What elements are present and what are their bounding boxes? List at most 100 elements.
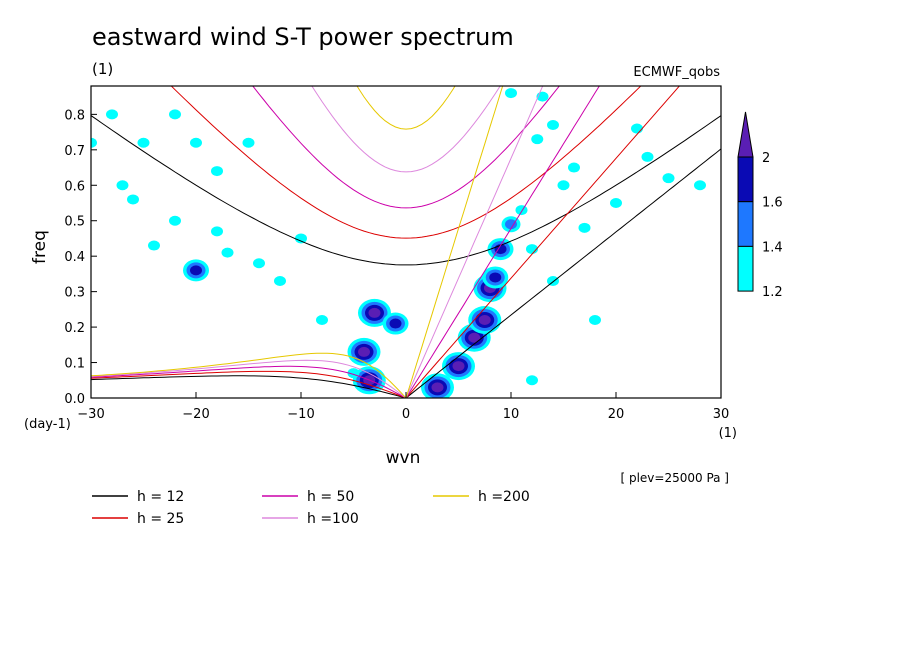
y-unit-label: (day-1) bbox=[24, 417, 71, 432]
contour-blob bbox=[694, 180, 706, 191]
x-tick-label: 20 bbox=[608, 407, 625, 422]
contour-blob bbox=[316, 315, 328, 325]
rossby-curve bbox=[91, 370, 407, 398]
contour-blob bbox=[568, 162, 580, 173]
y-tick-label: 0.1 bbox=[64, 357, 85, 372]
x-tick-label: −20 bbox=[182, 407, 209, 422]
y-tick-label: 0.7 bbox=[64, 144, 85, 159]
colorbar-segment bbox=[737, 156, 754, 203]
legend-label: h = 25 bbox=[137, 511, 184, 527]
plev-label: [ plev=25000 Pa ] bbox=[620, 471, 729, 485]
contour-blob bbox=[468, 332, 481, 343]
colorbar: 2 1.6 1.4 1.2 bbox=[737, 111, 783, 300]
kelvin-curve bbox=[405, 86, 600, 398]
contour-blob bbox=[610, 198, 622, 208]
contour-blob bbox=[127, 194, 139, 205]
colorbar-segment bbox=[737, 245, 754, 292]
contour-blob bbox=[211, 166, 223, 177]
inertia-gravity-curve bbox=[91, 115, 721, 266]
contour-blob bbox=[526, 375, 538, 386]
inertia-gravity-curve bbox=[311, 86, 501, 173]
y-tick-label: 0.6 bbox=[64, 179, 85, 194]
legend-label: h = 12 bbox=[137, 489, 184, 505]
inertia-gravity-curve bbox=[252, 86, 560, 209]
contour-blob bbox=[190, 265, 202, 276]
x-axis-label: wvn bbox=[386, 448, 421, 468]
legend-label: h =100 bbox=[307, 511, 359, 527]
rossby-curve bbox=[91, 359, 407, 398]
colorbar-label: 1.6 bbox=[762, 196, 783, 211]
contour-blob bbox=[137, 137, 150, 148]
colorbar-label: 2 bbox=[762, 151, 770, 166]
kelvin-curve bbox=[405, 86, 544, 398]
contour-blob bbox=[631, 123, 643, 134]
contour-blob bbox=[91, 137, 97, 148]
inertia-gravity-curve bbox=[170, 86, 642, 239]
chart-subtitle-left: (1) bbox=[92, 60, 113, 78]
contour-blob bbox=[547, 276, 559, 286]
rossby-curve bbox=[91, 352, 407, 398]
y-tick-label: 0.2 bbox=[64, 321, 85, 336]
contour-blob bbox=[505, 88, 517, 99]
y-tick-label: 0.8 bbox=[64, 108, 85, 123]
x-tick-label: −10 bbox=[287, 407, 314, 422]
y-tick-label: 0.4 bbox=[64, 250, 85, 265]
contour-blob bbox=[431, 382, 444, 393]
colorbar-cap bbox=[737, 111, 754, 158]
contour-blob bbox=[148, 240, 160, 251]
x-unit-label: (1) bbox=[719, 426, 737, 441]
contour-blob bbox=[221, 247, 234, 258]
contour-blob bbox=[295, 233, 307, 244]
contour-blob bbox=[274, 276, 286, 286]
x-axis: −30 −20 −10 0 10 20 30 bbox=[77, 392, 729, 422]
y-tick-label: 0.0 bbox=[64, 392, 85, 407]
contour-blob bbox=[641, 151, 654, 162]
contour-blob bbox=[389, 318, 402, 329]
contour-blob bbox=[526, 244, 538, 255]
contour-blob bbox=[116, 180, 129, 191]
contour-blob bbox=[242, 137, 255, 148]
y-tick-label: 0.5 bbox=[64, 215, 85, 230]
contour-blob bbox=[190, 137, 202, 148]
contour-blob bbox=[169, 109, 181, 120]
kelvin-curve bbox=[405, 148, 721, 398]
chart-title: eastward wind S-T power spectrum bbox=[92, 23, 514, 51]
plot-area bbox=[91, 86, 721, 398]
x-tick-label: 0 bbox=[402, 407, 410, 422]
contour-blob bbox=[505, 219, 517, 230]
x-tick-label: −30 bbox=[77, 407, 104, 422]
contour-blob bbox=[106, 109, 118, 120]
kelvin-curve bbox=[405, 86, 681, 398]
contour-blob bbox=[452, 361, 465, 372]
legend-label: h = 50 bbox=[307, 489, 354, 505]
legend-label: h =200 bbox=[478, 489, 530, 505]
contour-blob bbox=[368, 307, 381, 318]
contour-blob bbox=[515, 205, 528, 216]
rossby-curve bbox=[91, 365, 407, 398]
y-tick-label: 0.3 bbox=[64, 286, 85, 301]
contour-blob bbox=[547, 120, 559, 130]
contour-blob bbox=[589, 315, 601, 325]
contour-blob bbox=[489, 272, 502, 283]
contour-blob bbox=[211, 226, 223, 237]
x-tick-label: 10 bbox=[503, 407, 520, 422]
rossby-curve bbox=[91, 375, 407, 398]
contour-blob bbox=[578, 222, 591, 233]
colorbar-segment bbox=[737, 201, 754, 247]
contour-blob bbox=[478, 315, 491, 325]
contour-blob bbox=[253, 258, 265, 269]
contour-blob bbox=[358, 346, 370, 357]
legend: h = 12 h = 25 h = 50 h =100 h =200 bbox=[92, 489, 530, 527]
contour-blob bbox=[531, 134, 544, 145]
colorbar-label: 1.4 bbox=[762, 240, 783, 255]
colorbar-label: 1.2 bbox=[762, 285, 783, 300]
x-tick-label: 30 bbox=[713, 407, 730, 422]
kelvin-curve bbox=[405, 86, 504, 398]
inertia-gravity-curve bbox=[356, 86, 456, 130]
y-axis-label: freq bbox=[30, 230, 50, 264]
chart-subtitle-right: ECMWF_qobs bbox=[633, 65, 720, 80]
dispersion-curves bbox=[91, 86, 721, 398]
contour-blob bbox=[169, 215, 181, 226]
y-axis: 0.0 0.1 0.2 0.3 0.4 0.5 0.6 0.7 0.8 bbox=[64, 108, 97, 407]
